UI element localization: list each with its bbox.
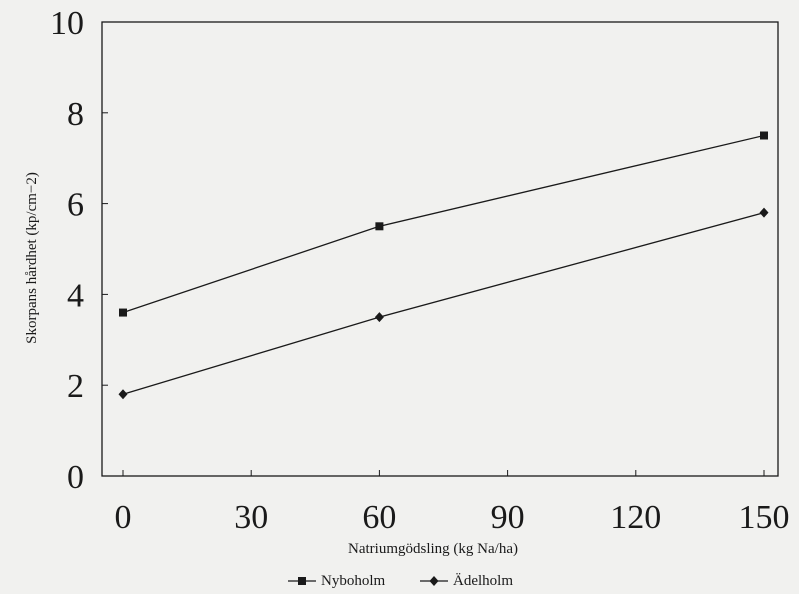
data-point — [759, 207, 769, 218]
data-point — [760, 131, 768, 140]
legend: Nyboholm Ädelholm — [288, 572, 513, 589]
x-tick-label: 60 — [362, 499, 396, 536]
data-point — [118, 389, 128, 400]
x-axis-label: Natriumgödsling (kg Na/ha) — [348, 541, 518, 557]
legend-label: Nyboholm — [321, 573, 386, 589]
y-tick-label: 8 — [67, 96, 84, 133]
data-point — [119, 308, 127, 317]
series-line-nyboholm — [122, 134, 765, 314]
data-point — [374, 312, 384, 323]
y-tick-label: 6 — [67, 187, 84, 224]
legend-marker — [429, 576, 439, 586]
legend-label: Ädelholm — [453, 572, 513, 589]
x-tick-label: 30 — [234, 499, 268, 536]
series-layer — [118, 131, 769, 400]
x-tick-label: 120 — [610, 499, 661, 536]
y-axis-ticks: 0 2 4 6 8 10 — [50, 5, 108, 496]
x-tick-label: 90 — [491, 499, 525, 536]
y-axis-label: Skorpans hårdhet (kp/cm−2) — [24, 172, 40, 344]
plot-frame — [101, 21, 779, 477]
series-line-ädelholm — [122, 212, 765, 395]
y-tick-label: 0 — [67, 459, 84, 496]
y-tick-label: 2 — [67, 368, 84, 405]
x-tick-label: 150 — [739, 499, 790, 536]
legend-marker — [298, 577, 306, 585]
data-point — [375, 222, 384, 231]
y-tick-label: 4 — [67, 277, 84, 314]
y-tick-label: 10 — [50, 5, 84, 42]
x-tick-label: 0 — [115, 499, 132, 536]
x-axis-ticks: 0 30 60 90 120 150 — [115, 470, 790, 536]
